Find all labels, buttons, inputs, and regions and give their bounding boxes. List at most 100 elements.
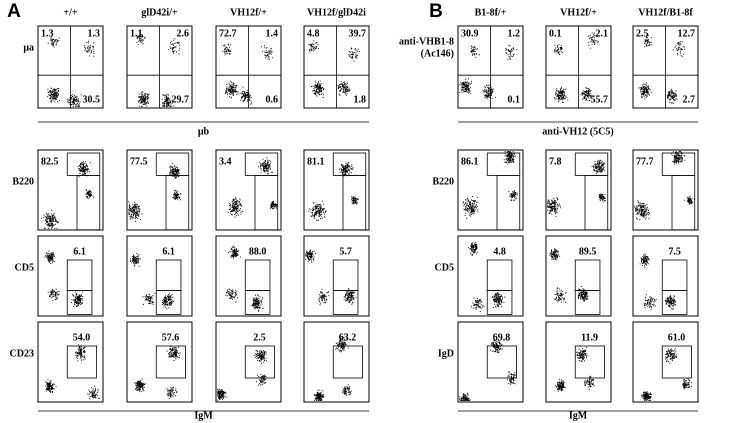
quadrant-value: 2.7 — [683, 94, 696, 105]
events — [459, 339, 516, 401]
gate — [342, 174, 367, 231]
events — [308, 40, 360, 98]
quadrant-value: 1.3 — [88, 28, 101, 39]
events — [639, 253, 677, 310]
row-label: CD5 — [435, 262, 454, 273]
column-header: VH12f/+ — [230, 7, 267, 18]
quadrant-value: 1.1 — [130, 28, 143, 39]
column-header: B1-8f/+ — [475, 7, 507, 18]
events — [47, 36, 95, 107]
gate — [671, 174, 696, 231]
plot-frame — [215, 321, 282, 403]
events — [459, 44, 518, 100]
events — [45, 344, 100, 400]
events — [217, 350, 267, 401]
gate — [66, 289, 93, 315]
quadrant-value: 1.2 — [508, 28, 521, 39]
plot-frame — [457, 149, 524, 231]
gate — [244, 289, 271, 315]
events — [549, 248, 589, 303]
events — [44, 250, 84, 307]
gate-value: 6.1 — [73, 246, 86, 257]
events — [305, 249, 357, 306]
quadrant-value: 55.7 — [591, 94, 609, 105]
axis-label: IgM — [194, 410, 213, 421]
gate — [155, 345, 186, 379]
gate — [76, 174, 101, 231]
events — [134, 345, 181, 399]
quadrant-value: 29.7 — [172, 94, 190, 105]
gate — [165, 174, 190, 231]
plot-frame — [303, 149, 370, 231]
gate-value: 61.0 — [668, 332, 686, 343]
quadrant-value: 72.7 — [219, 28, 237, 39]
row-label: anti-VHB1-8 — [399, 36, 454, 47]
row-label: (Ac146) — [421, 48, 454, 59]
plot-frame — [126, 235, 193, 317]
events — [222, 43, 273, 105]
gate-value: 7.8 — [549, 156, 562, 167]
row-label: B220 — [12, 176, 34, 187]
gate-value: 89.5 — [579, 246, 597, 257]
row-label: μa — [23, 42, 34, 53]
gate — [574, 289, 601, 315]
panel-label: A — [7, 1, 21, 22]
events — [308, 162, 359, 222]
events — [129, 253, 175, 310]
events — [227, 157, 278, 218]
events — [136, 34, 180, 107]
quadrant-value: 1.8 — [354, 94, 367, 105]
gate-value: 86.1 — [461, 156, 479, 167]
gate-value: 54.0 — [73, 332, 91, 343]
quadrant-value: 2.6 — [177, 28, 190, 39]
quadrant-value: 30.5 — [83, 94, 101, 105]
quadrant-value: 4.8 — [307, 28, 320, 39]
quadrant-value: 1.4 — [266, 28, 279, 39]
gate-value: 3.4 — [219, 156, 232, 167]
gate — [332, 345, 363, 379]
events — [638, 34, 686, 104]
row-label: B220 — [432, 176, 454, 187]
gate-value: 69.8 — [493, 332, 511, 343]
row-label: IgD — [438, 348, 454, 359]
quadrant-value: 30.9 — [461, 28, 479, 39]
plot-frame — [632, 149, 699, 231]
plot-frame — [126, 321, 193, 403]
gate-value: 4.8 — [493, 246, 506, 257]
gate — [332, 289, 359, 315]
column-header: glD42i/+ — [141, 7, 178, 18]
row-label: CD5 — [15, 262, 34, 273]
axis-label: IgM — [569, 410, 588, 421]
plot-frame — [126, 149, 193, 231]
events — [462, 151, 518, 219]
column-header: VH12f/+ — [560, 7, 597, 18]
gate-value: 2.5 — [253, 332, 266, 343]
gate-value: 6.1 — [162, 246, 175, 257]
quadrant-value: 0.1 — [508, 94, 521, 105]
events — [313, 336, 352, 401]
gate-value: 11.9 — [581, 332, 598, 343]
events — [41, 161, 95, 229]
quadrant-value: 1.3 — [41, 28, 54, 39]
plot-frame — [215, 149, 282, 231]
gate — [584, 174, 609, 231]
gate-value: 5.7 — [339, 246, 352, 257]
quadrant-value: 12.7 — [678, 28, 696, 39]
row-label: CD23 — [10, 348, 34, 359]
panel-label: B — [429, 1, 443, 22]
plot-frame — [215, 235, 282, 317]
gate — [66, 345, 97, 379]
plot-frame — [37, 235, 104, 317]
plot-frame — [545, 149, 612, 231]
gate — [496, 174, 521, 231]
quadrant-value: 39.7 — [349, 28, 367, 39]
plot-frame — [303, 235, 370, 317]
plot-frame — [457, 235, 524, 317]
quadrant-value: 0.6 — [266, 94, 279, 105]
events — [547, 159, 606, 217]
events — [641, 348, 692, 401]
gate-value: 57.6 — [162, 332, 180, 343]
gate-value: 82.5 — [41, 156, 59, 167]
